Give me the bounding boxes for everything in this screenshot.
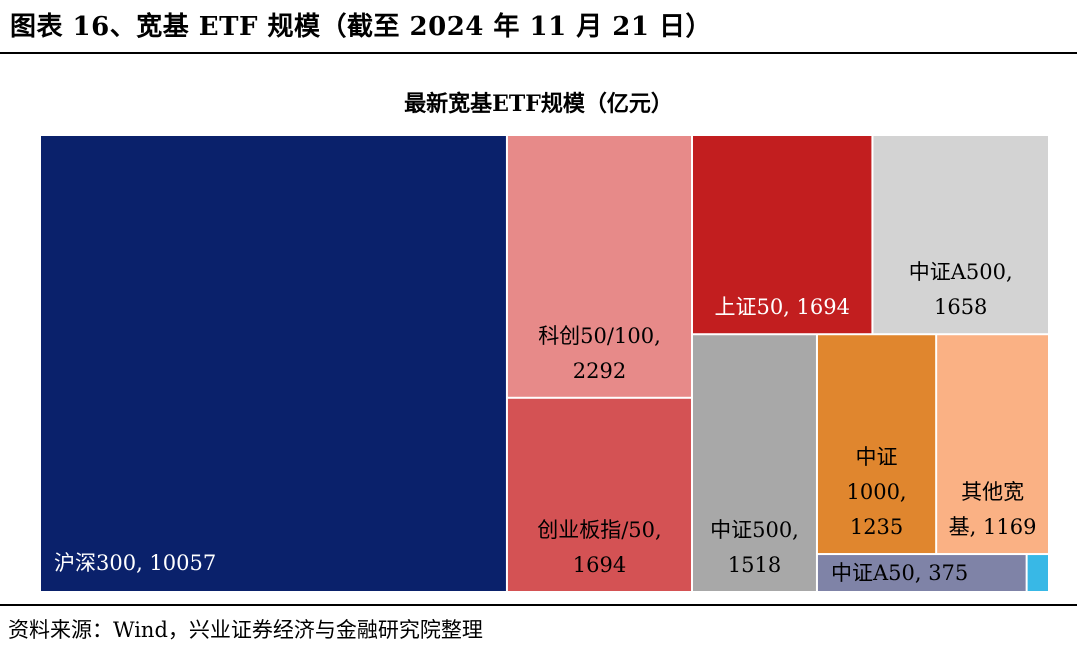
treemap-label-中证A500: 中证A500,: [909, 260, 1013, 284]
treemap-tile-中证A500: 中证A500, 1658: [873, 136, 1048, 334]
treemap-label-科创50-100: 科创50/100,: [538, 324, 661, 348]
treemap-label-中证A50: 中证A50, 375: [831, 561, 968, 585]
treemap-tile-沪深300: 沪深300, 10057: [41, 136, 506, 591]
treemap-tile-其他: [1027, 555, 1048, 591]
treemap-tile-上证50: 上证50, 1694: [693, 136, 872, 334]
treemap-rect-中证500: [693, 335, 816, 591]
treemap-rect-沪深300: [41, 136, 506, 591]
treemap-label-创业板指-50: 1694: [573, 553, 626, 577]
treemap-label-中证1000: 1000,: [846, 480, 906, 504]
treemap-label-科创50-100: 2292: [573, 359, 626, 383]
bottom-rule: [0, 604, 1077, 606]
treemap-rect-其他宽基: [937, 335, 1048, 554]
treemap-tile-中证500: 中证500, 1518: [693, 335, 816, 591]
top-rule: [0, 52, 1077, 54]
treemap-label-沪深300: 沪深300, 10057: [54, 551, 216, 575]
treemap-label-中证500: 1518: [728, 553, 781, 577]
treemap-label-中证1000: 1235: [850, 515, 903, 539]
treemap-rect-上证50: [693, 136, 872, 334]
treemap-tile-中证A50: 中证A50, 375: [817, 555, 1026, 591]
treemap-label-中证A500: 1658: [934, 295, 987, 319]
figure-title: 图表 16、宽基 ETF 规模（截至 2024 年 11 月 21 日）: [10, 12, 712, 42]
treemap-label-其他宽基: 基, 1169: [949, 515, 1037, 539]
treemap-label-中证500: 中证500,: [710, 518, 799, 542]
treemap-rect-中证A50: [817, 555, 1026, 591]
source-note: 资料来源：Wind，兴业证券经济与金融研究院整理: [8, 618, 483, 642]
treemap-rect-中证A500: [873, 136, 1048, 334]
treemap-label-上证50: 上证50, 1694: [714, 295, 850, 319]
treemap-label-中证1000: 中证: [856, 445, 898, 469]
treemap-rect-科创50-100: [507, 136, 692, 397]
treemap-rect-其他: [1027, 555, 1048, 591]
treemap-tile-中证1000: 中证 1000, 1235: [817, 335, 936, 554]
treemap-label-创业板指-50: 创业板指/50,: [537, 518, 661, 542]
treemap-rect-创业板指-50: [507, 398, 692, 591]
treemap-label-其他宽基: 其他宽: [961, 480, 1024, 504]
chart-title: 最新宽基ETF规模（亿元）: [404, 91, 673, 117]
treemap-rect-中证1000: [817, 335, 936, 554]
treemap-tile-创业板指-50: 创业板指/50, 1694: [507, 398, 692, 591]
treemap-tile-科创50-100: 科创50/100, 2292: [507, 136, 692, 397]
